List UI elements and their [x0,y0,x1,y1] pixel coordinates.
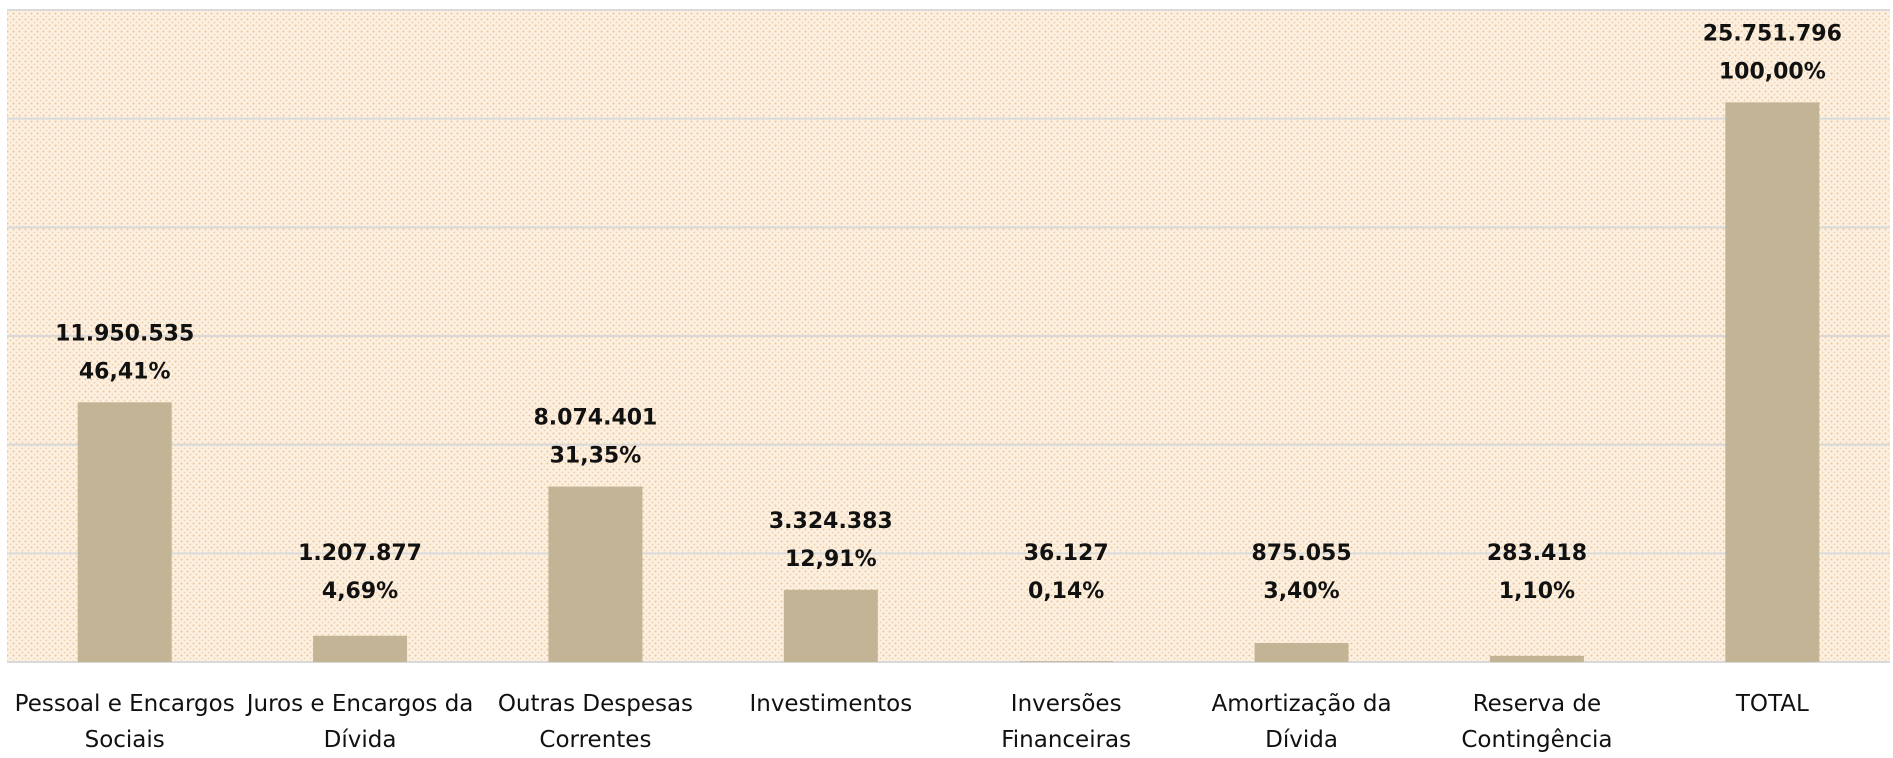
percent-label: 1,10% [1499,579,1575,604]
percent-label: 4,69% [322,579,398,604]
x-tick-label: Investimentos [749,691,913,717]
bar [548,486,643,662]
bar [313,635,408,662]
value-label: 875.055 [1251,541,1351,566]
bar [1489,655,1584,662]
x-tick-label: Juros e Encargos da Dívida [246,691,474,753]
value-label: 8.074.401 [534,406,658,431]
bar [77,402,172,662]
x-tick-label: Reserva de Contingência [1461,691,1613,753]
bar [783,589,878,662]
percent-label: 100,00% [1719,59,1826,84]
percent-label: 0,14% [1028,579,1104,604]
x-tick-label: TOTAL [1735,691,1809,717]
value-label: 11.950.535 [55,321,194,346]
chart: 11.950.535 46,41% 1.207.877 4,69% 8.074.401 3… [7,9,1890,663]
percent-label: 31,35% [550,444,642,469]
x-tick-label: Inversões Financeiras [1001,691,1132,753]
x-tick-label: Pessoal e Encargos Sociais [14,691,235,753]
percent-label: 3,40% [1263,579,1339,604]
value-label: 3.324.383 [769,509,893,534]
x-tick-label: Amortização da Dívida [1211,691,1392,753]
bar [1254,642,1349,662]
value-label: 1.207.877 [298,541,422,566]
bar [1019,661,1114,662]
value-label: 25.751.796 [1703,21,1842,46]
percent-label: 12,91% [785,547,877,572]
value-label: 283.418 [1487,541,1587,566]
bar [1725,102,1820,662]
x-tick-label: Outras Despesas Correntes [497,691,694,753]
percent-label: 46,41% [79,359,171,384]
value-label: 36.127 [1024,541,1109,566]
